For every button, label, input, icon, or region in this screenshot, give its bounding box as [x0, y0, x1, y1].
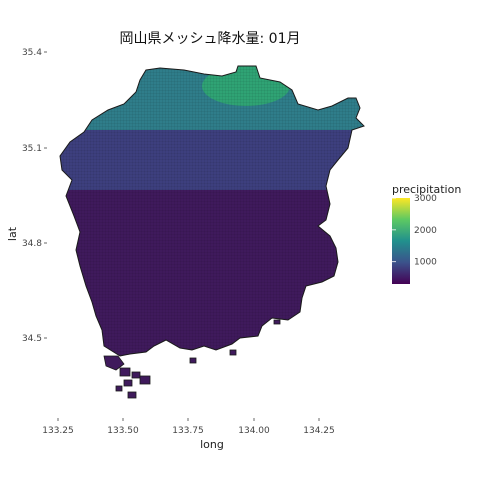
map-title: 岡山県メッシュ降水量: 01月 — [119, 31, 301, 47]
x-tick-label: 133.75 — [172, 426, 204, 436]
island — [189, 357, 197, 364]
mesh-grid — [60, 66, 364, 356]
island — [123, 379, 133, 387]
legend: precipitation 3000 2000 1000 — [392, 183, 461, 284]
x-tick-label: 133.25 — [42, 426, 74, 436]
y-tick-label: 35.4 — [22, 48, 42, 58]
legend-ticks: 3000 2000 1000 — [392, 194, 437, 268]
legend-tick-label: 3000 — [414, 194, 437, 204]
legend-title: precipitation — [392, 183, 461, 196]
prefecture-mesh-map — [60, 66, 364, 356]
x-axis-ticks: 133.25 133.50 133.75 134.00 134.25 — [42, 418, 335, 436]
x-axis-label: long — [200, 438, 224, 451]
y-axis-label: lat — [6, 226, 19, 241]
x-tick-label: 134.25 — [303, 426, 335, 436]
island — [127, 391, 137, 399]
island — [273, 319, 281, 325]
legend-tick-label: 2000 — [414, 226, 437, 236]
x-tick-label: 134.00 — [238, 426, 270, 436]
island — [131, 371, 141, 379]
island — [229, 349, 237, 356]
island — [103, 355, 125, 371]
legend-tick-label: 1000 — [414, 258, 437, 268]
island — [139, 375, 151, 385]
island — [119, 367, 131, 377]
x-tick-label: 133.50 — [107, 426, 139, 436]
legend-colorbar — [392, 198, 410, 284]
island — [115, 385, 123, 392]
y-tick-label: 34.5 — [22, 334, 42, 344]
y-axis-ticks: 35.4 35.1 34.8 34.5 — [22, 48, 47, 344]
y-tick-label: 35.1 — [22, 144, 42, 154]
y-tick-label: 34.8 — [22, 239, 42, 249]
islands — [103, 319, 281, 399]
